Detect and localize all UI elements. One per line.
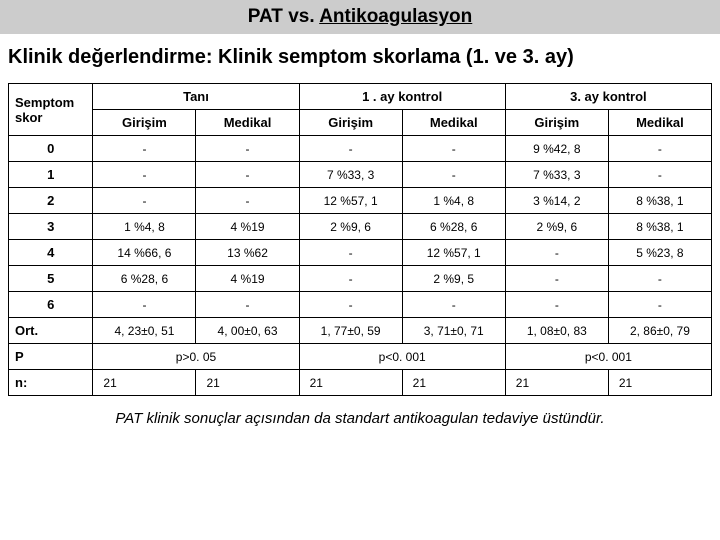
cell: -	[93, 162, 196, 188]
cell: 8 %38, 1	[608, 188, 711, 214]
table-row: 3 1 %4, 8 4 %19 2 %9, 6 6 %28, 6 2 %9, 6…	[9, 214, 712, 240]
cell: 1 %4, 8	[93, 214, 196, 240]
col-main: Semptom skor	[9, 84, 93, 136]
p-row: P p>0. 05 p<0. 001 p<0. 001	[9, 344, 712, 370]
cell: 1, 77±0, 59	[299, 318, 402, 344]
cell: -	[93, 292, 196, 318]
n-row: n: 21 21 21 21 21 21	[9, 370, 712, 396]
cell: 3, 71±0, 71	[402, 318, 505, 344]
col-sub: Medikal	[402, 110, 505, 136]
table-row: 1 - - 7 %33, 3 - 7 %33, 3 -	[9, 162, 712, 188]
cell: 2 %9, 6	[299, 214, 402, 240]
cell: -	[608, 292, 711, 318]
cell: 9 %42, 8	[505, 136, 608, 162]
page-title: PAT vs. Antikoagulasyon	[0, 0, 720, 34]
cell: -	[196, 292, 299, 318]
cell: 12 %57, 1	[299, 188, 402, 214]
row-label: 3	[9, 214, 93, 240]
cell: 3 %14, 2	[505, 188, 608, 214]
cell: 12 %57, 1	[402, 240, 505, 266]
row-label: 4	[9, 240, 93, 266]
cell: 6 %28, 6	[402, 214, 505, 240]
cell: 4 %19	[196, 266, 299, 292]
cell: 21	[505, 370, 608, 396]
row-label: 6	[9, 292, 93, 318]
data-table-wrap: Semptom skor Tanı 1 . ay kontrol 3. ay k…	[0, 83, 720, 396]
cell: -	[505, 292, 608, 318]
header-row-2: Girişim Medikal Girişim Medikal Girişim …	[9, 110, 712, 136]
ort-row: Ort. 4, 23±0, 51 4, 00±0, 63 1, 77±0, 59…	[9, 318, 712, 344]
cell: p<0. 001	[299, 344, 505, 370]
cell: -	[93, 136, 196, 162]
cell: 21	[93, 370, 196, 396]
cell: 2 %9, 5	[402, 266, 505, 292]
subtitle: Klinik değerlendirme: Klinik semptom sko…	[0, 34, 720, 83]
cell: 21	[402, 370, 505, 396]
cell: 4, 23±0, 51	[93, 318, 196, 344]
cell: -	[402, 136, 505, 162]
cell: -	[299, 292, 402, 318]
col-sub: Girişim	[299, 110, 402, 136]
p-label: P	[9, 344, 93, 370]
table-row: 2 - - 12 %57, 1 1 %4, 8 3 %14, 2 8 %38, …	[9, 188, 712, 214]
cell: -	[196, 162, 299, 188]
cell: 21	[196, 370, 299, 396]
cell: -	[505, 240, 608, 266]
cell: -	[299, 240, 402, 266]
col-sub: Girişim	[93, 110, 196, 136]
cell: -	[299, 136, 402, 162]
title-plain: PAT vs.	[248, 6, 319, 27]
cell: 6 %28, 6	[93, 266, 196, 292]
col-sub: Girişim	[505, 110, 608, 136]
header-row-1: Semptom skor Tanı 1 . ay kontrol 3. ay k…	[9, 84, 712, 110]
table-row: 6 - - - - - -	[9, 292, 712, 318]
cell: 5 %23, 8	[608, 240, 711, 266]
cell: -	[196, 136, 299, 162]
cell: 4, 00±0, 63	[196, 318, 299, 344]
cell: -	[402, 162, 505, 188]
col-group-1: Tanı	[93, 84, 299, 110]
row-label: 0	[9, 136, 93, 162]
table-row: 0 - - - - 9 %42, 8 -	[9, 136, 712, 162]
cell: -	[608, 136, 711, 162]
cell: 21	[608, 370, 711, 396]
cell: 21	[299, 370, 402, 396]
cell: -	[402, 292, 505, 318]
cell: -	[299, 266, 402, 292]
cell: 1 %4, 8	[402, 188, 505, 214]
cell: -	[93, 188, 196, 214]
row-label: 5	[9, 266, 93, 292]
cell: 2 %9, 6	[505, 214, 608, 240]
cell: 2, 86±0, 79	[608, 318, 711, 344]
cell: p>0. 05	[93, 344, 299, 370]
col-sub: Medikal	[196, 110, 299, 136]
col-sub: Medikal	[608, 110, 711, 136]
cell: p<0. 001	[505, 344, 711, 370]
title-underline: Antikoagulasyon	[319, 6, 472, 27]
cell: 4 %19	[196, 214, 299, 240]
data-table: Semptom skor Tanı 1 . ay kontrol 3. ay k…	[8, 83, 712, 396]
cell: -	[505, 266, 608, 292]
ort-label: Ort.	[9, 318, 93, 344]
cell: 7 %33, 3	[505, 162, 608, 188]
row-label: 2	[9, 188, 93, 214]
cell: -	[608, 266, 711, 292]
n-label: n:	[9, 370, 93, 396]
table-row: 5 6 %28, 6 4 %19 - 2 %9, 5 - -	[9, 266, 712, 292]
cell: -	[196, 188, 299, 214]
cell: 8 %38, 1	[608, 214, 711, 240]
row-label: 1	[9, 162, 93, 188]
cell: 1, 08±0, 83	[505, 318, 608, 344]
table-row: 4 14 %66, 6 13 %62 - 12 %57, 1 - 5 %23, …	[9, 240, 712, 266]
col-group-3: 3. ay kontrol	[505, 84, 711, 110]
footer-note: PAT klinik sonuçlar açısından da standar…	[0, 396, 720, 427]
col-group-2: 1 . ay kontrol	[299, 84, 505, 110]
cell: 14 %66, 6	[93, 240, 196, 266]
cell: 7 %33, 3	[299, 162, 402, 188]
cell: -	[608, 162, 711, 188]
cell: 13 %62	[196, 240, 299, 266]
